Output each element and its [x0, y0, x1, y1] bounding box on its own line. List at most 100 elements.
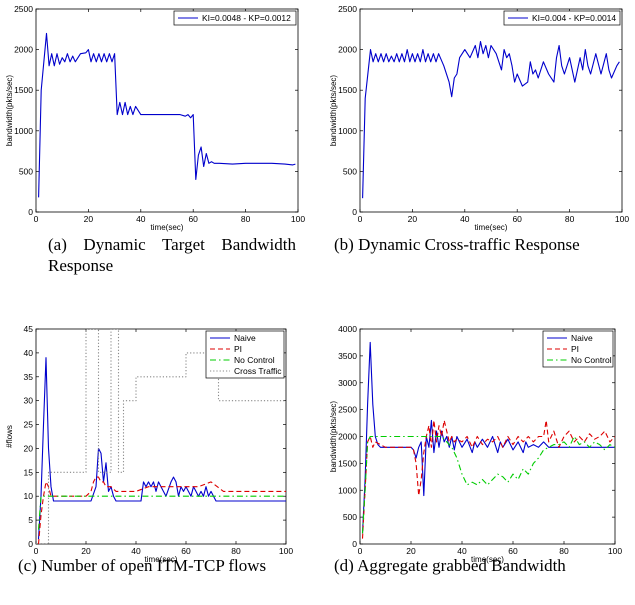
y-tick-label: 2500: [14, 4, 33, 14]
y-tick-label: 25: [24, 420, 34, 430]
legend-label: KI=0.0048 - KP=0.0012: [202, 13, 291, 23]
x-tick-label: 0: [358, 214, 363, 224]
x-tick-label: 20: [81, 546, 91, 556]
x-tick-label: 0: [34, 546, 39, 556]
chart-caption-a: (a) Dynamic Target Bandwidth Response: [48, 235, 296, 275]
legend-label: No Control: [571, 355, 612, 365]
x-tick-label: 60: [181, 546, 191, 556]
y-tick-label: 1000: [338, 485, 357, 495]
x-tick-label: 40: [136, 214, 146, 224]
x-axis-label: time(sec): [151, 223, 184, 232]
x-tick-label: 80: [241, 214, 251, 224]
y-axis-label: #flows: [5, 425, 14, 448]
plot-group-b: 0 20 40 60 80 10005001000150020002500time(sec…: [329, 4, 629, 232]
y-tick-label: 500: [343, 512, 357, 522]
x-tick-label: 100: [279, 546, 293, 556]
x-tick-label: 100: [615, 214, 629, 224]
x-tick-label: 80: [565, 214, 575, 224]
y-tick-label: 5: [28, 515, 33, 525]
chart-d: 0 20 40 60 80 1000500100015002000250030003500…: [329, 324, 622, 564]
y-tick-label: 500: [19, 166, 33, 176]
x-axis-label: time(sec): [475, 223, 508, 232]
legend-label: No Control: [234, 355, 275, 365]
y-tick-label: 2000: [14, 45, 33, 55]
y-tick-label: 4000: [338, 324, 357, 334]
legend-label: KI=0.004 - KP=0.0014: [532, 13, 616, 23]
series-line-cross-traffic: [36, 329, 286, 544]
y-tick-label: 35: [24, 372, 34, 382]
plot-frame-a: [35, 8, 299, 213]
y-tick-label: 1500: [14, 85, 33, 95]
legend-b: KI=0.004 - KP=0.0014: [503, 10, 621, 26]
x-tick-label: 100: [608, 546, 622, 556]
y-axis-label: bandwidth(pkts/sec): [5, 75, 14, 146]
y-tick-label: 0: [28, 539, 33, 549]
y-tick-label: 10: [24, 491, 34, 501]
plot-group-c: 0 20 40 60 80 100 0 5 10 15 20 25 30 35 40 45 time(sec) #…: [5, 324, 293, 564]
y-tick-label: 1500: [338, 458, 357, 468]
legend-label: PI: [571, 344, 579, 354]
chart-caption-d: (d) Aggregate grabbed Bandwidth: [334, 556, 566, 575]
y-tick-label: 15: [24, 467, 34, 477]
series-line-pi: [361, 419, 615, 539]
y-tick-label: 500: [343, 166, 357, 176]
x-tick-label: 40: [457, 546, 467, 556]
x-tick-label: 60: [188, 214, 198, 224]
x-tick-label: 40: [131, 546, 141, 556]
series-line-naive: [361, 341, 615, 534]
legend-box: [503, 10, 621, 26]
plot-frame-b: [359, 8, 623, 213]
y-tick-label: 30: [24, 396, 34, 406]
chart-a: 0 20 40 60 80 10005001000150020002500time(sec…: [5, 4, 305, 232]
x-tick-label: 80: [559, 546, 569, 556]
y-tick-label: 1500: [338, 85, 357, 95]
x-tick-label: 0: [358, 546, 363, 556]
y-tick-label: 3000: [338, 378, 357, 388]
y-tick-label: 20: [24, 443, 34, 453]
y-tick-label: 2500: [338, 4, 357, 14]
x-tick-label: 80: [231, 546, 241, 556]
chart-caption-b: (b) Dynamic Cross-traffic Response: [334, 235, 580, 254]
plot-group-a: 0 20 40 60 80 10005001000150020002500time(sec…: [5, 4, 305, 232]
y-tick-label: 40: [24, 348, 34, 358]
y-tick-label: 0: [352, 539, 357, 549]
chart-c: 0 20 40 60 80 100 0 5 10 15 20 25 30 35 40 45 time(sec) #…: [5, 324, 293, 564]
y-axis-label: bandwidth(pkts/sec): [329, 75, 338, 146]
series-line-ki-0-0048-kp-0-0012: [38, 32, 296, 198]
legend-box: [542, 330, 614, 368]
x-tick-label: 0: [34, 214, 39, 224]
x-tick-label: 60: [512, 214, 522, 224]
y-tick-label: 2000: [338, 45, 357, 55]
x-tick-label: 20: [84, 214, 94, 224]
x-tick-label: 100: [291, 214, 305, 224]
x-tick-label: 60: [508, 546, 518, 556]
plot-frame-c: [35, 328, 287, 545]
series-line-no-control: [361, 435, 615, 534]
legend-label: Cross Traffic: [234, 366, 282, 376]
chart-panel-d: 0 20 40 60 80 100 0 500 1000 1500 2000 2500 3000 3500…: [318, 310, 635, 605]
y-tick-label: 1000: [14, 126, 33, 136]
legend-label: Naive: [234, 333, 256, 343]
y-tick-label: 0: [28, 207, 33, 217]
legend-box: [173, 10, 297, 26]
chart-panel-c: 0 20 40 60 80 100 0 5 10 15 20 25 30 35 40 45 time(sec) #…: [0, 310, 318, 605]
y-tick-label: 0: [352, 207, 357, 217]
series-line-ki-0-004-kp-0-0014: [362, 40, 620, 199]
x-tick-label: 20: [408, 214, 418, 224]
y-tick-label: 1000: [338, 126, 357, 136]
y-tick-label: 2500: [338, 405, 357, 415]
y-tick-label: 2000: [338, 432, 357, 442]
y-tick-label: 45: [24, 324, 34, 334]
legend-a: KI=0.0048 - KP=0.0012: [173, 10, 297, 26]
chart-caption-c: (c) Number of open ITM-TCP flows: [18, 556, 267, 575]
legend-label: PI: [234, 344, 242, 354]
series-line-pi: [37, 476, 286, 544]
y-axis-label: bandwidth(pkts/sec): [329, 401, 338, 472]
series-line-no-control: [37, 495, 286, 530]
chart-panel-b: 0 20 40 60 80 100 0 500 1000 1500 2000 2500 time(sec…: [318, 0, 635, 290]
x-tick-label: 20: [406, 546, 416, 556]
plot-group-d: 0 20 40 60 80 1000500100015002000250030003500…: [329, 324, 622, 564]
y-tick-label: 3500: [338, 351, 357, 361]
x-axis-label: time(sec): [471, 555, 504, 564]
